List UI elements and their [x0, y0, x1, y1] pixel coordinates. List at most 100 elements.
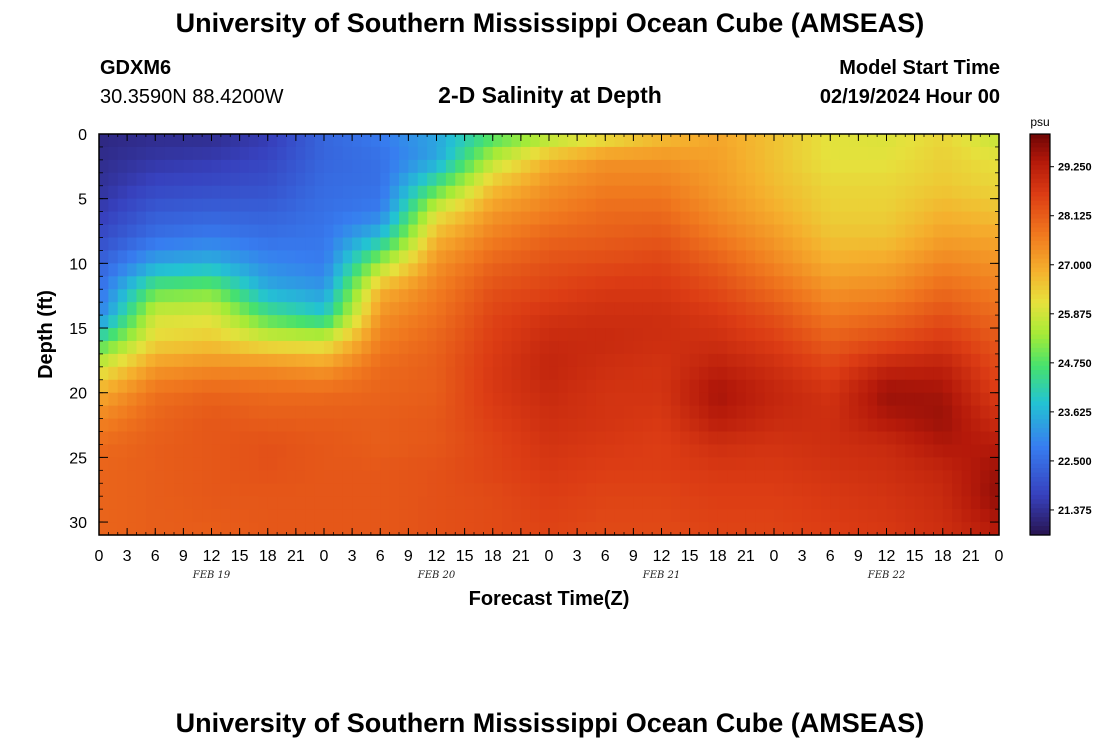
- heatmap-cell: [511, 250, 522, 264]
- heatmap-cell: [605, 224, 616, 239]
- heatmap-cell: [830, 353, 841, 368]
- colorbar-swatch: [1030, 370, 1050, 376]
- heatmap-cell: [108, 328, 119, 342]
- heatmap-cell: [352, 379, 363, 394]
- heatmap-cell: [511, 353, 522, 368]
- heatmap-cell: [417, 483, 428, 497]
- heatmap-cell: [445, 315, 456, 329]
- heatmap-cell: [802, 224, 813, 239]
- heatmap-cell: [736, 340, 747, 355]
- heatmap-cell: [277, 340, 288, 355]
- heatmap-cell: [267, 496, 278, 510]
- heatmap-cell: [633, 483, 644, 497]
- heatmap-cell: [183, 146, 194, 161]
- heatmap-cell: [361, 418, 372, 433]
- heatmap-cell: [183, 276, 194, 290]
- heatmap-cell: [595, 496, 606, 510]
- heatmap-cell: [361, 509, 372, 523]
- heatmap-cell: [783, 522, 794, 536]
- heatmap-cell: [399, 289, 409, 303]
- heatmap-cell: [961, 224, 972, 239]
- heatmap-cell: [849, 470, 859, 484]
- heatmap-cell: [755, 509, 766, 523]
- heatmap-cell: [577, 470, 588, 484]
- heatmap-cell: [633, 146, 644, 161]
- heatmap-cell: [436, 496, 447, 510]
- heatmap-cell: [239, 444, 250, 458]
- heatmap-cell: [408, 366, 419, 381]
- heatmap-cell: [577, 392, 588, 407]
- heatmap-cell: [230, 211, 241, 226]
- heatmap-cell: [924, 250, 934, 264]
- heatmap-cell: [577, 276, 588, 290]
- heatmap-cell: [352, 522, 363, 536]
- heatmap-cell: [549, 431, 559, 446]
- heatmap-cell: [745, 405, 756, 420]
- heatmap-cell: [192, 185, 203, 200]
- heatmap-cell: [820, 211, 831, 226]
- heatmap-cell: [520, 496, 531, 510]
- heatmap-cell: [717, 276, 728, 290]
- heatmap-cell: [99, 198, 109, 213]
- heatmap-cell: [155, 405, 166, 420]
- x-tick-label: 18: [709, 548, 727, 565]
- heatmap-cell: [380, 224, 391, 239]
- heatmap-cell: [155, 211, 166, 226]
- heatmap-cell: [699, 185, 709, 200]
- heatmap-cell: [455, 418, 466, 433]
- heatmap-cell: [99, 159, 109, 174]
- heatmap-cell: [464, 315, 475, 329]
- heatmap-cell: [942, 198, 953, 213]
- heatmap-cell: [708, 146, 719, 161]
- heatmap-cell: [783, 496, 794, 510]
- heatmap-cell: [417, 172, 428, 187]
- heatmap-cell: [577, 328, 588, 342]
- heatmap-cell: [211, 522, 222, 536]
- heatmap-cell: [624, 198, 634, 213]
- heatmap-cell: [155, 379, 166, 394]
- heatmap-cell: [764, 496, 775, 510]
- heatmap-cell: [333, 392, 344, 407]
- heatmap-cell: [511, 496, 522, 510]
- heatmap-cell: [717, 172, 728, 187]
- heatmap-cell: [520, 353, 531, 368]
- heatmap-cell: [502, 276, 513, 290]
- heatmap-cell: [792, 302, 803, 316]
- heatmap-cell: [380, 496, 391, 510]
- heatmap-cell: [399, 522, 409, 536]
- heatmap-cell: [820, 198, 831, 213]
- heatmap-cell: [877, 522, 888, 536]
- heatmap-cell: [670, 379, 681, 394]
- heatmap-cell: [249, 444, 259, 458]
- heatmap-cell: [174, 496, 184, 510]
- heatmap-cell: [183, 392, 194, 407]
- x-tick-label: 15: [231, 548, 249, 565]
- heatmap-cell: [380, 198, 391, 213]
- heatmap-cell: [595, 418, 606, 433]
- heatmap-cell: [820, 224, 831, 239]
- heatmap-cell: [249, 340, 259, 355]
- heatmap-cell: [211, 302, 222, 316]
- heatmap-cell: [614, 496, 625, 510]
- heatmap-cell: [520, 185, 531, 200]
- colorbar-tick-label: 24.750: [1058, 358, 1092, 370]
- heatmap-cell: [633, 340, 644, 355]
- heatmap-cell: [942, 431, 953, 446]
- heatmap-cell: [380, 134, 391, 148]
- heatmap-cell: [792, 431, 803, 446]
- heatmap-cell: [952, 353, 963, 368]
- heatmap-cell: [905, 405, 916, 420]
- heatmap-cell: [680, 496, 691, 510]
- heatmap-cell: [342, 483, 353, 497]
- heatmap-cell: [202, 483, 213, 497]
- heatmap-cell: [942, 379, 953, 394]
- heatmap-cell: [474, 198, 484, 213]
- heatmap-cell: [286, 353, 297, 368]
- heatmap-cell: [980, 146, 991, 161]
- heatmap-cell: [230, 392, 241, 407]
- heatmap-cell: [445, 340, 456, 355]
- heatmap-cell: [839, 340, 850, 355]
- heatmap-cell: [586, 146, 597, 161]
- heatmap-cell: [549, 224, 559, 239]
- heatmap-cell: [774, 470, 784, 484]
